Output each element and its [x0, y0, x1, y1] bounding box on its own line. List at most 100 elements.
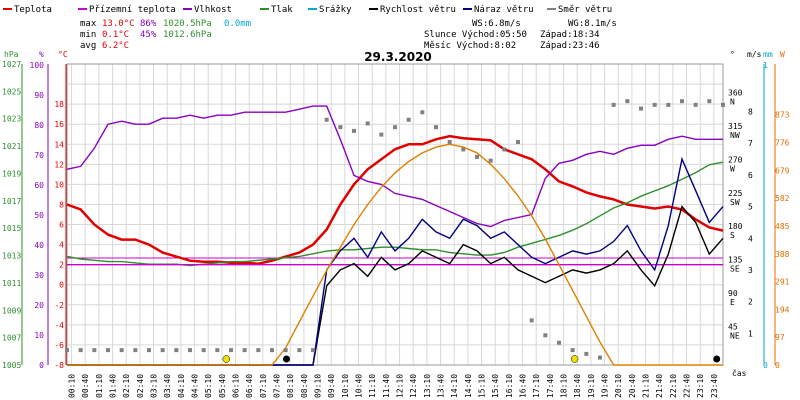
stat-avg-label: avg	[80, 41, 96, 51]
x-tick-label: 09:10	[314, 374, 323, 398]
x-tick-label: 14:40	[464, 374, 473, 398]
wind-direction-point	[242, 348, 247, 353]
stats-block: max 13.0°C 86% 1020.5hPa 0.0mm min 0.1°C…	[80, 19, 617, 51]
x-tick-label: 09:40	[327, 374, 336, 398]
dir-tick-label: 90	[728, 289, 738, 298]
ms-tick-label: 7	[748, 139, 753, 148]
x-axis: 00:10 00:40 01:10 01:40 02:10 02:40 03:10 03:40…	[68, 374, 719, 398]
wind-direction-point	[147, 348, 151, 353]
legend-label-srazky: Srážky	[319, 5, 352, 15]
w-tick-label: 679	[775, 166, 790, 175]
wind-direction-point	[570, 348, 575, 353]
stat-ws: WS:6.8m/s	[472, 19, 521, 29]
wind-direction-point	[283, 348, 288, 353]
wind-direction-point	[584, 351, 589, 356]
wind-direction-point	[215, 348, 220, 353]
deg-unit-label: °	[730, 50, 735, 59]
wind-direction-point	[352, 128, 356, 133]
series-line-teplota	[66, 134, 724, 265]
x-tick-label: 23:10	[696, 374, 705, 398]
stat-avg-t: 6.2°C	[102, 41, 129, 51]
c-tick-label: -8	[54, 361, 64, 370]
wind-direction-point	[475, 154, 479, 159]
x-tick-label: 10:10	[341, 374, 350, 398]
wind-direction-point	[297, 348, 302, 353]
stat-min-p: 1012.6hPa	[163, 30, 212, 40]
wind-direction-point	[488, 158, 493, 163]
x-tick-label: 22:10	[669, 374, 678, 398]
wind-direction-point	[201, 348, 206, 353]
stat-max-t: 13.0°C	[102, 19, 135, 29]
x-tick-label: 10:40	[355, 374, 364, 398]
pct-unit-label: %	[39, 50, 44, 59]
dir-compass-label: NW	[730, 131, 740, 140]
x-tick-label: 06:10	[232, 374, 241, 398]
wind-direction-point	[625, 99, 630, 104]
legend-item-prizemni: Přízemní teplota	[78, 5, 176, 15]
ms-unit-label: m/s	[747, 50, 762, 59]
x-tick-label: 16:40	[519, 374, 528, 398]
c-tick-label: 14	[54, 140, 64, 149]
hpa-tick-label: 1011	[2, 279, 21, 288]
hpa-tick-label: 1023	[2, 115, 21, 124]
wind-direction-point	[502, 147, 507, 152]
stat-min-h: 45%	[140, 30, 157, 40]
wind-direction-point	[229, 348, 233, 353]
stat-min-label: min	[80, 30, 96, 40]
pct-tick-label: 70	[34, 151, 44, 160]
legend-label-naraz: Náraz větru	[474, 5, 534, 15]
c-tick-label: 10	[54, 180, 64, 189]
x-tick-label: 12:10	[396, 374, 405, 398]
stat-max-r: 0.0mm	[224, 19, 251, 29]
c-tick-label: -4	[54, 321, 64, 330]
x-tick-label: 18:40	[573, 374, 582, 398]
w-tick-label: 194	[775, 305, 790, 314]
pct-tick-label: 80	[34, 121, 44, 130]
x-tick-label: 11:40	[382, 374, 391, 398]
dir-tick-label: 225	[728, 189, 743, 198]
x-tick-label: 15:10	[478, 374, 487, 398]
w-tick-label: 776	[775, 139, 790, 148]
w-unit-label: W	[780, 50, 785, 59]
dir-tick-label: 45	[728, 323, 738, 332]
w-tick-label: 873	[775, 111, 790, 120]
x-tick-label: 21:40	[655, 374, 664, 398]
w-tick-label: 291	[775, 278, 790, 287]
dir-compass-label: SW	[730, 198, 740, 207]
pct-tick-label: 50	[34, 211, 44, 220]
legend-item-vlhkost: Vlhkost	[183, 5, 232, 15]
wind-direction-point	[680, 99, 684, 104]
c-tick-label: -6	[54, 341, 64, 350]
x-tick-label: 14:10	[450, 374, 459, 398]
x-tick-label: 21:10	[642, 374, 651, 398]
pct-tick-label: 10	[34, 331, 44, 340]
legend-label-vlhkost: Vlhkost	[194, 5, 232, 15]
x-tick-label: 16:10	[505, 374, 514, 398]
dir-tick-label: 270	[728, 155, 743, 164]
wind-direction-point	[92, 348, 97, 353]
c-tick-label: 6	[59, 221, 64, 230]
moonrise-marker	[282, 355, 290, 363]
x-tick-label: 12:40	[409, 374, 418, 398]
dir-compass-label: NE	[730, 332, 740, 341]
legend-item-naraz: Náraz větru	[463, 5, 534, 15]
x-tick-label: 20:10	[614, 374, 623, 398]
x-tick-label: 00:40	[81, 374, 90, 398]
wind-direction-point	[338, 125, 343, 130]
w-tick-label: 97	[775, 333, 785, 342]
c-tick-label: -2	[54, 301, 64, 310]
legend-item-srazky: Srážky	[308, 5, 352, 15]
wind-direction-point	[611, 102, 616, 107]
hpa-tick-label: 1027	[2, 60, 21, 69]
legend-label-teplota: Teplota	[14, 5, 52, 15]
dir-compass-label: W	[730, 164, 735, 173]
dir-compass-label: S	[730, 231, 735, 240]
x-tick-label: 02:10	[122, 374, 131, 398]
w-tick-label: 0	[775, 361, 780, 370]
dir-tick-label: 315	[728, 122, 743, 131]
c-tick-label: 12	[54, 160, 64, 169]
pct-tick-label: 60	[34, 181, 44, 190]
c-tick-label: 0	[59, 281, 64, 290]
wind-direction-point	[365, 121, 370, 126]
